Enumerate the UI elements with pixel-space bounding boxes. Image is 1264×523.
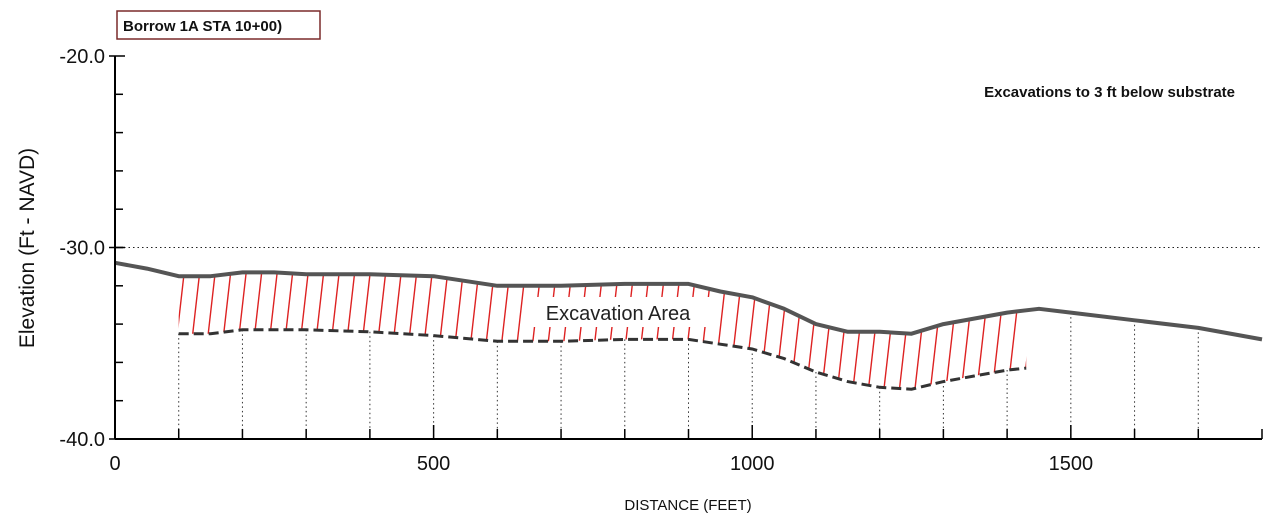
- y-tick-label: -30.0: [59, 238, 105, 260]
- excavation-bottom-line: [178, 328, 1027, 391]
- hatch-line: [386, 272, 405, 390]
- existing-ground-line: [114, 260, 1263, 342]
- hatch-line: [711, 272, 730, 390]
- hatch-line: [742, 272, 761, 390]
- hatch-line: [1006, 272, 1025, 390]
- y-axis-label: Elevation (Ft - NAVD): [16, 148, 39, 348]
- hatch-line: [417, 272, 436, 390]
- hatch-line: [913, 272, 932, 390]
- grid: [115, 247, 1262, 439]
- x-tick-label: 1500: [1049, 453, 1094, 475]
- axes: 0 500 1000 1500 -20.0 -30.0 -40.0: [59, 46, 1263, 475]
- x-tick-label: 1000: [730, 453, 775, 475]
- hatch-line: [401, 272, 420, 390]
- hatch-line: [200, 272, 219, 390]
- hatch-line: [727, 272, 746, 390]
- hatch-line: [463, 272, 482, 390]
- hatch-line: [975, 272, 994, 390]
- area-label-backdrop: [525, 297, 711, 327]
- hatch-line: [1038, 250, 1055, 400]
- hatch-line: [851, 272, 870, 390]
- x-tick-label: 500: [417, 453, 450, 475]
- hatch-line: [897, 272, 916, 390]
- y-tick-label: -40.0: [59, 429, 105, 451]
- x-axis-label: DISTANCE (FEET): [624, 497, 751, 514]
- hatch-line: [773, 272, 792, 390]
- hatch-line: [1053, 250, 1070, 400]
- hatch-line: [432, 272, 451, 390]
- hatch-line: [866, 272, 885, 390]
- hatch-line: [184, 272, 203, 390]
- hatch-line: [990, 272, 1009, 390]
- hatch-line: [448, 272, 467, 390]
- area-label: Excavation Area: [546, 303, 691, 325]
- hatch-line: [139, 250, 156, 400]
- hatch-line: [479, 272, 498, 390]
- title-box: [116, 10, 321, 40]
- x-tick-label: 0: [109, 453, 120, 475]
- hatch-line: [1021, 272, 1027, 390]
- y-tick-label: -20.0: [59, 46, 105, 68]
- hatch-line: [882, 272, 901, 390]
- hatch-line: [789, 272, 808, 390]
- hatch-line: [178, 272, 188, 390]
- chart-title: Borrow 1A STA 10+00): [123, 18, 282, 35]
- annotation-text: Excavations to 3 ft below substrate: [984, 84, 1235, 101]
- hatch-line: [758, 272, 777, 390]
